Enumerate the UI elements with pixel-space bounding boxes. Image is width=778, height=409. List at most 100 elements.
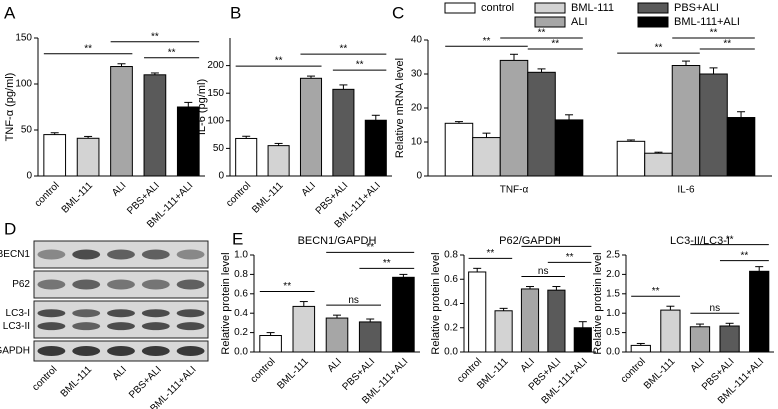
- blot-row-label: LC3-II: [3, 321, 30, 332]
- bar: [43, 134, 67, 177]
- bar: [499, 59, 529, 177]
- sig-label: **: [551, 39, 559, 50]
- y-tick-label: 20: [411, 103, 423, 114]
- bar: [726, 117, 756, 177]
- panel-label: B: [230, 3, 241, 22]
- sig-label: **: [151, 31, 159, 42]
- y-tick-label: 50: [21, 125, 33, 136]
- panel-label: D: [4, 219, 16, 238]
- y-tick-label: 0.0: [606, 347, 620, 358]
- bar: [749, 270, 770, 353]
- sig-label: **: [366, 242, 374, 253]
- blot-band: [107, 322, 135, 331]
- y-tick-label: 0.4: [234, 308, 248, 319]
- y-tick-label: 150: [15, 33, 32, 44]
- bar: [143, 74, 167, 177]
- blot-band: [176, 309, 205, 318]
- blot-band: [176, 322, 205, 331]
- blot-strip: [33, 300, 209, 339]
- y-tick-label: 0.6: [234, 288, 248, 299]
- sig-label: **: [566, 252, 574, 263]
- bar: [332, 88, 355, 177]
- y-tick-label: 0.5: [606, 327, 620, 338]
- sig-label: **: [726, 234, 734, 245]
- blot-row-label: P62: [12, 279, 30, 290]
- bar: [76, 137, 100, 177]
- blot-band: [107, 249, 135, 260]
- sig-label: ns: [538, 266, 549, 277]
- sig-label: **: [168, 47, 176, 58]
- y-tick-label: 0.6: [444, 274, 458, 285]
- x-tick-label: BML-111: [250, 180, 286, 216]
- y-tick-label: 0: [26, 171, 32, 182]
- legend-swatch: [534, 16, 566, 28]
- panel-label: C: [392, 3, 404, 22]
- blot-row-label: LC3-I: [6, 308, 30, 319]
- sig-label: **: [710, 28, 718, 39]
- y-tick-label: 30: [411, 69, 423, 80]
- legend-swatch: [637, 2, 669, 14]
- chart-title: LC3-II/LC3-I: [670, 235, 730, 247]
- y-tick-label: 0: [218, 171, 224, 182]
- sig-label: **: [652, 286, 660, 297]
- blot-band: [37, 279, 66, 290]
- blot-band: [141, 249, 170, 260]
- y-tick-label: 0.2: [444, 322, 458, 333]
- y-tick-label: 0: [416, 171, 422, 182]
- chart-title: P62/GAPDH: [499, 235, 561, 247]
- y-tick-label: 200: [207, 60, 224, 71]
- blot-lane-label: ALI: [111, 364, 129, 382]
- blot-band: [37, 309, 66, 318]
- bar: [292, 305, 316, 353]
- blot-lane-label: control: [30, 364, 59, 393]
- legend-label: control: [481, 2, 514, 14]
- bar: [176, 106, 200, 177]
- bar: [444, 122, 474, 177]
- sig-label: **: [483, 36, 491, 47]
- legend-label: PBS+ALI: [674, 2, 719, 14]
- legend-swatch: [444, 2, 476, 14]
- x-tick-label: BML-111: [60, 180, 96, 216]
- blot-band: [72, 346, 101, 356]
- x-tick-label: TNF-α: [500, 185, 529, 196]
- sig-label: *: [554, 236, 558, 247]
- x-tick-label: ALI: [326, 356, 344, 374]
- bar: [472, 137, 501, 177]
- blot-band: [107, 279, 135, 290]
- y-tick-label: 1.0: [234, 250, 248, 261]
- y-axis-label: IL-6 (pg/ml): [196, 79, 208, 135]
- y-tick-label: 40: [411, 35, 423, 46]
- bar: [325, 317, 349, 353]
- blot-band: [141, 279, 170, 290]
- blot-band: [176, 249, 205, 260]
- bar: [547, 289, 566, 353]
- bar: [719, 325, 740, 353]
- sig-label: **: [84, 43, 92, 54]
- x-tick-label: ALI: [689, 356, 707, 374]
- bar: [527, 71, 556, 177]
- y-tick-label: 0.8: [444, 250, 458, 261]
- bar: [468, 271, 487, 353]
- x-tick-label: control: [619, 356, 648, 385]
- x-tick-label: control: [33, 180, 62, 209]
- y-tick-label: 2.0: [606, 269, 620, 280]
- blot-row-label: GAPDH: [0, 346, 30, 357]
- bar: [110, 66, 133, 177]
- sig-label: **: [723, 39, 731, 50]
- bar: [267, 145, 290, 177]
- y-axis-label: Relative protein level: [220, 252, 232, 354]
- sig-label: **: [741, 250, 749, 261]
- x-tick-label: ALI: [110, 180, 128, 198]
- blot-band: [72, 279, 101, 290]
- sig-label: **: [538, 28, 546, 39]
- bar: [644, 152, 673, 177]
- bar: [494, 310, 513, 353]
- legend-label: BML-111: [571, 2, 614, 14]
- y-tick-label: 10: [411, 137, 423, 148]
- sig-label: **: [356, 60, 364, 71]
- bar: [364, 119, 387, 177]
- blot-band: [107, 346, 135, 356]
- sig-label: ns: [710, 303, 721, 314]
- x-tick-label: control: [249, 356, 278, 385]
